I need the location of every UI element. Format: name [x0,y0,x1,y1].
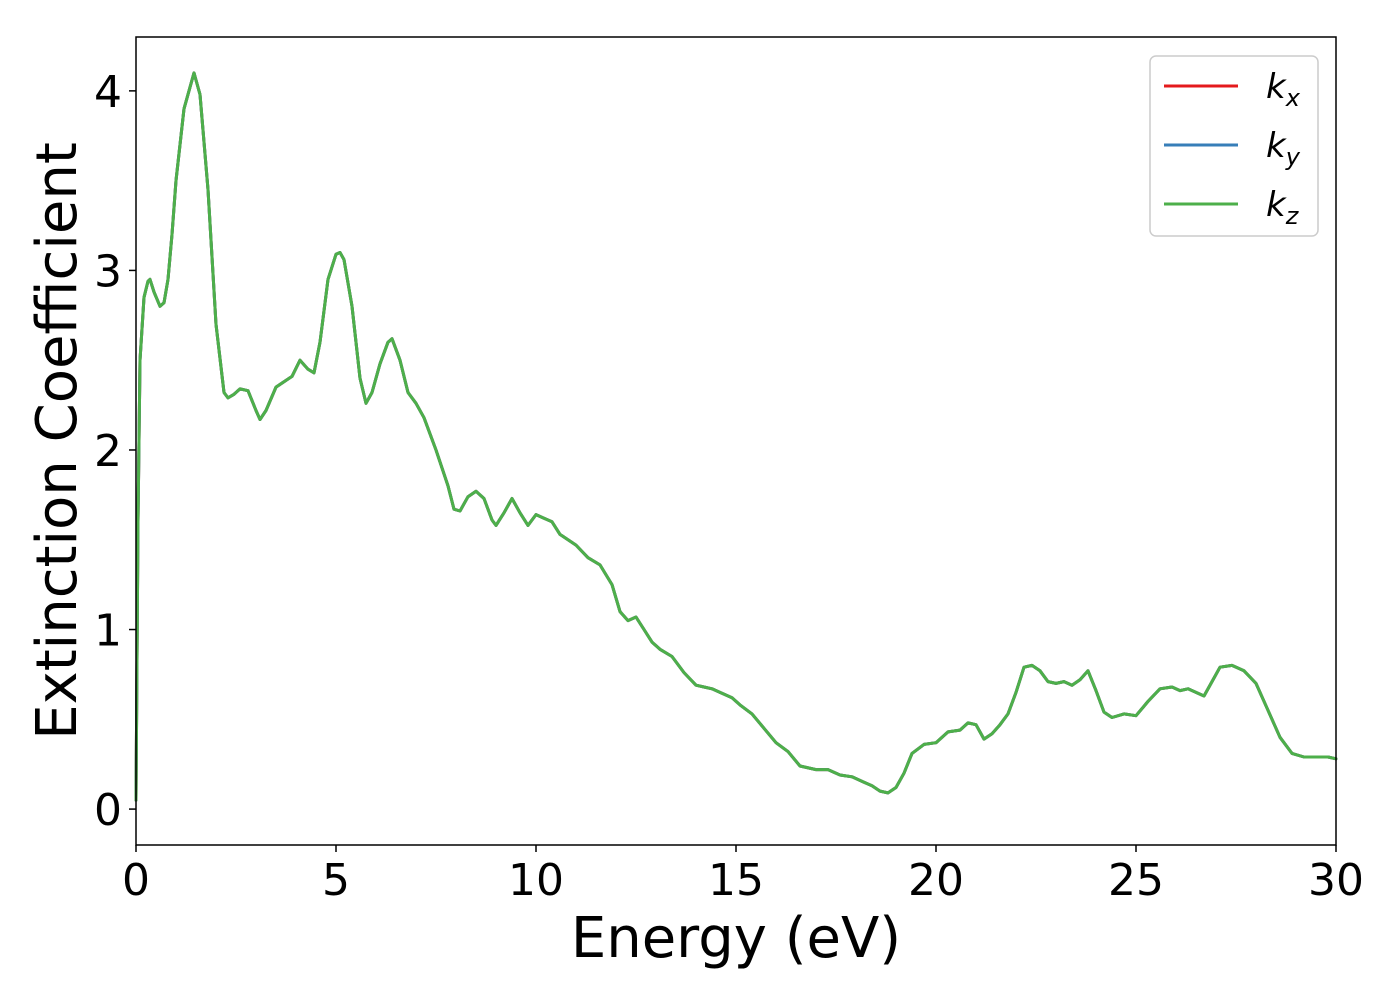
x-tick-label: 10 [508,855,564,906]
y-tick-label: 1 [94,606,122,657]
x-tick-label: 0 [122,855,150,906]
legend-label: kx [1266,67,1301,112]
legend: kx ky kz [1149,55,1319,237]
y-axis-label: Extinction Coefficient [25,142,90,740]
plot-area [136,37,1336,845]
legend-label: ky [1266,126,1301,171]
series-layer [134,71,1338,802]
y-axis-ticks: 0 1 2 3 4 [94,67,136,836]
x-tick-label: 15 [708,855,764,906]
series-line-k-z [134,71,1338,802]
y-tick-label: 2 [94,426,122,477]
x-tick-label: 20 [908,855,964,906]
y-tick-label: 4 [94,67,122,118]
x-tick-label: 30 [1308,855,1364,906]
y-tick-label: 3 [94,246,122,297]
x-axis-ticks: 0 5 10 15 20 25 30 [122,845,1364,906]
y-tick-label: 0 [94,785,122,836]
legend-label: kz [1266,185,1300,230]
x-axis-label: Energy (eV) [571,906,901,971]
x-tick-label: 25 [1108,855,1164,906]
x-tick-label: 5 [322,855,350,906]
